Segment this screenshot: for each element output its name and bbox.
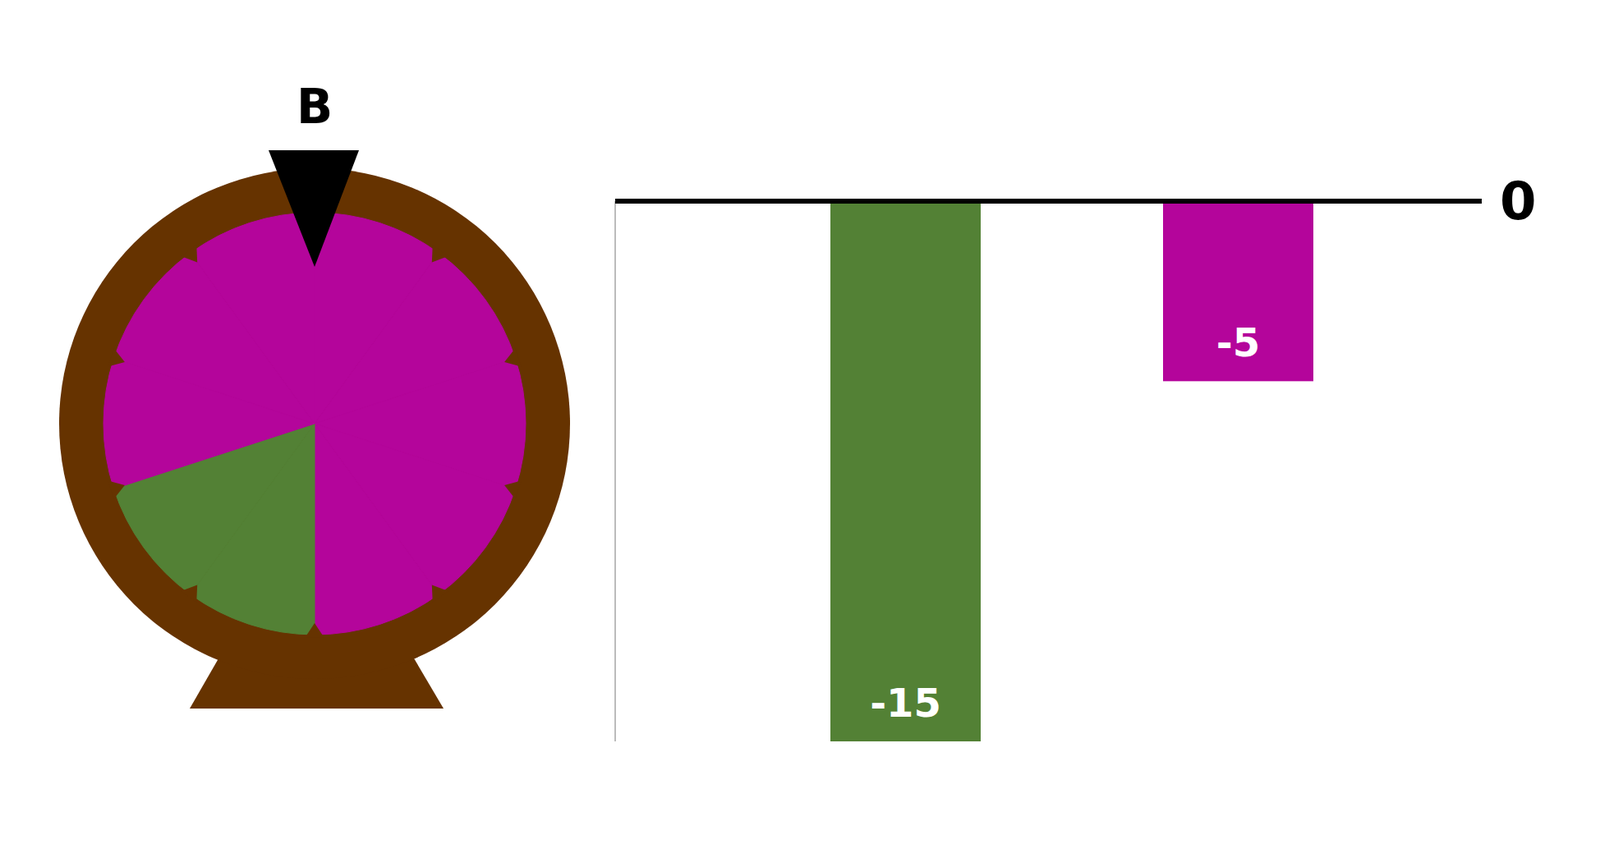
wheel-tooth	[107, 480, 125, 499]
data-label: -5	[1216, 319, 1260, 366]
data-label: -15	[869, 680, 942, 727]
wheel-tooth	[180, 244, 198, 263]
value-axis-line	[614, 201, 617, 742]
wheel-tooth	[504, 480, 521, 499]
wheel-slice	[190, 212, 315, 424]
wheel-slice	[314, 423, 439, 635]
bar-chart: 0 -15 -5	[615, 170, 1537, 742]
wheel: B	[59, 78, 571, 709]
wheel-tooth	[504, 348, 521, 367]
bars	[830, 203, 1314, 742]
tick-label: 0	[1499, 170, 1537, 232]
bar	[1163, 203, 1314, 382]
wheel-tooth	[107, 348, 125, 367]
root: B 0 -15 -5	[0, 0, 1600, 844]
wheel-tooth	[180, 585, 198, 603]
bar	[830, 203, 981, 742]
canvas: B 0 -15 -5	[0, 0, 1600, 844]
wheel-tooth	[432, 244, 449, 263]
wheel-label: B	[296, 78, 333, 135]
wheel-tooth	[432, 585, 449, 603]
wheel-tooth	[304, 623, 324, 639]
tick-line	[615, 198, 1482, 204]
pointer	[268, 150, 359, 267]
